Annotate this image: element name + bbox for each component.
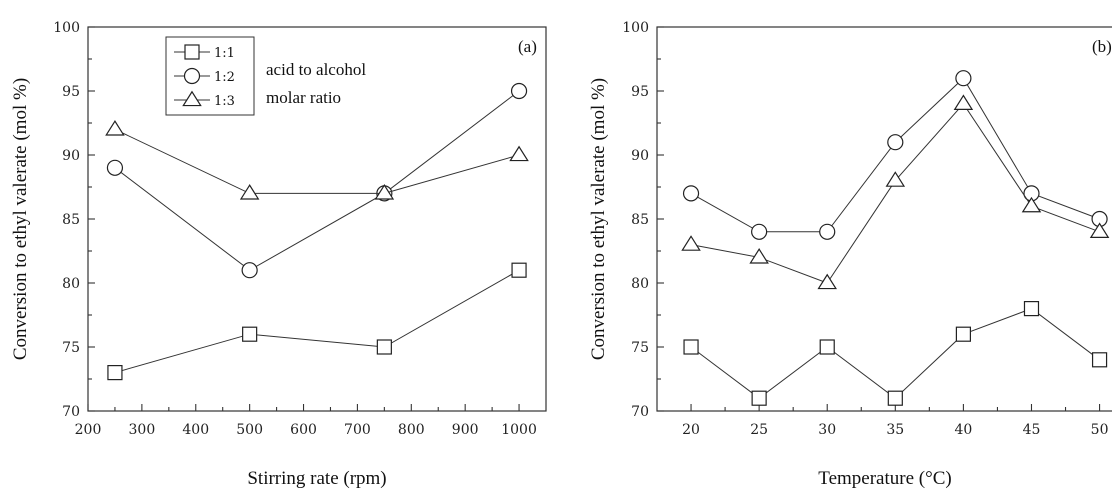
x-tick-label: 500 xyxy=(236,422,263,438)
data-point-triangle xyxy=(953,94,974,110)
data-point-square xyxy=(107,365,123,381)
x-tick-label: 25 xyxy=(750,422,768,438)
y-tick-label: 95 xyxy=(631,84,649,100)
x-tick-label: 45 xyxy=(1023,422,1041,438)
y-tick-label: 90 xyxy=(631,148,649,164)
data-point-circle xyxy=(819,223,836,240)
x-tick-label: 800 xyxy=(398,422,425,438)
data-point-square xyxy=(1023,301,1040,317)
data-point-square xyxy=(242,326,258,342)
chart-panel-b: 70 75 80 85 90 95 100 20 25 30 35 40 45 50 Temperature… xyxy=(588,20,1112,489)
data-point-triangle xyxy=(105,120,125,136)
y-tick-label: 75 xyxy=(62,340,80,356)
panel-label: (a) xyxy=(518,37,537,56)
data-point-triangle xyxy=(681,235,701,251)
x-tick-label: 600 xyxy=(290,422,317,438)
data-point-square xyxy=(1091,352,1108,368)
x-tick-label: 20 xyxy=(682,422,700,438)
y-tick-label: 80 xyxy=(631,276,649,292)
data-point-circle xyxy=(751,223,768,240)
x-tick-label: 30 xyxy=(818,422,836,438)
x-axis-title: Stirring rate (rpm) xyxy=(247,468,386,489)
data-point-square xyxy=(887,390,903,406)
chart-panel-a: 70 75 80 85 90 95 100 200 300 400 500 600 700 800 900 1… xyxy=(10,20,547,489)
plot-frame xyxy=(656,26,1112,412)
data-point-square xyxy=(683,339,699,355)
series-1-3 xyxy=(105,120,529,200)
y-tick-label: 95 xyxy=(62,84,80,100)
x-tick-label: 400 xyxy=(182,422,209,438)
y-tick-label: 70 xyxy=(631,404,649,420)
data-point-triangle xyxy=(1089,222,1110,238)
legend-label: 1:2 xyxy=(214,70,235,85)
y-tick-label: 90 xyxy=(62,148,80,164)
series-line xyxy=(690,308,1100,399)
x-tick-label: 900 xyxy=(452,422,479,438)
panel-label: (b) xyxy=(1092,37,1112,56)
series-1-3 xyxy=(681,94,1110,290)
series-line xyxy=(114,269,520,374)
legend-label: 1:3 xyxy=(214,94,235,109)
data-point-circle xyxy=(955,70,972,87)
data-point-square xyxy=(376,339,392,355)
y-axis-title: Conversion to ethyl valerate (mol %) xyxy=(588,78,609,360)
legend-note: acid to alcohol xyxy=(266,60,366,79)
data-point-square xyxy=(751,390,767,406)
y-tick-label: 100 xyxy=(53,20,80,36)
series-1-1 xyxy=(107,262,527,381)
plot-frame xyxy=(87,26,547,412)
legend-note: molar ratio xyxy=(266,88,341,107)
data-point-circle xyxy=(887,134,904,151)
data-point-triangle xyxy=(749,248,769,264)
y-tick-label: 70 xyxy=(62,404,80,420)
data-point-triangle xyxy=(817,273,837,290)
data-point-circle xyxy=(682,185,700,202)
legend-marker-circle xyxy=(183,67,201,85)
x-tick-label: 50 xyxy=(1091,422,1109,438)
x-tick-label: 200 xyxy=(75,422,102,438)
y-axis-title: Conversion to ethyl valerate (mol %) xyxy=(10,78,31,360)
y-tick-label: 75 xyxy=(631,340,649,356)
data-point-square xyxy=(511,262,527,278)
series-1-2 xyxy=(682,70,1108,240)
legend-marker-square xyxy=(184,44,200,60)
x-tick-label: 300 xyxy=(129,422,156,438)
y-tick-label: 85 xyxy=(631,212,649,228)
data-point-triangle xyxy=(509,145,529,162)
y-tick-label: 100 xyxy=(622,20,649,36)
x-axis-title: Temperature (°C) xyxy=(818,468,951,489)
data-point-square xyxy=(955,326,971,342)
data-point-triangle xyxy=(885,171,906,187)
data-point-triangle xyxy=(1021,196,1042,213)
series-line xyxy=(114,90,520,271)
data-point-triangle xyxy=(239,184,260,200)
data-point-circle xyxy=(510,82,528,100)
legend: 1:1 1:2 1:3 acid to alcohol molar ratio xyxy=(165,36,366,116)
data-point-triangle xyxy=(374,184,395,200)
data-point-circle xyxy=(106,159,124,176)
data-point-square xyxy=(819,339,835,355)
data-point-circle xyxy=(241,262,258,279)
y-tick-label: 85 xyxy=(62,212,80,228)
x-tick-label: 1000 xyxy=(501,422,537,438)
legend-marker-triangle xyxy=(182,90,202,107)
legend-label: 1:1 xyxy=(214,46,235,61)
x-tick-label: 40 xyxy=(954,422,972,438)
x-tick-label: 700 xyxy=(344,422,371,438)
y-tick-label: 80 xyxy=(62,276,80,292)
series-1-1 xyxy=(683,301,1108,406)
x-tick-label: 35 xyxy=(886,422,904,438)
series-line xyxy=(114,128,520,194)
